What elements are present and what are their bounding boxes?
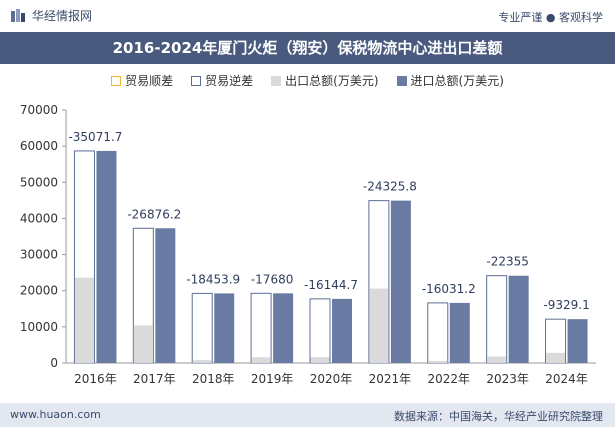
- legend-swatch-import: [396, 75, 407, 86]
- y-tick-label: 40000: [20, 211, 58, 225]
- export-bar: [251, 357, 271, 363]
- deficit-bar: [427, 302, 449, 364]
- data-label: -26876.2: [127, 207, 181, 221]
- legend: 贸易顺差 贸易逆差 出口总额(万美元) 进口总额(万美元): [0, 72, 615, 89]
- x-tick-label: 2024年: [545, 372, 588, 386]
- top-bar: 华经情报网 专业严谨 ● 客观科学: [0, 0, 615, 32]
- chart-area: 0 10000 20000 30000 40000 50000 60000 70000 -350…: [20, 103, 596, 386]
- import-bar: [155, 228, 176, 363]
- legend-label-deficit: 贸易逆差: [205, 74, 254, 88]
- data-label: -22355: [486, 255, 529, 269]
- export-bar: [487, 356, 507, 363]
- export-bar: [369, 288, 389, 363]
- y-tick-label: 70000: [20, 103, 58, 117]
- x-tick-label: 2023年: [486, 372, 529, 386]
- export-bar: [546, 352, 566, 363]
- data-label: -17680: [251, 272, 294, 286]
- x-tick-label: 2018年: [192, 372, 235, 386]
- deficit-bar: [191, 292, 213, 364]
- import-bar: [273, 293, 294, 363]
- deficit-bar: [309, 298, 331, 364]
- x-tick-label: 2019年: [251, 372, 294, 386]
- x-tick-label: 2022年: [428, 372, 471, 386]
- data-label: -16144.7: [304, 278, 358, 292]
- legend-swatch-surplus: [111, 75, 122, 86]
- legend-label-export: 出口总额(万美元): [285, 74, 379, 88]
- data-label: -9329.1: [543, 298, 589, 312]
- y-tick-label: 20000: [20, 284, 58, 298]
- legend-label-import: 进口总额(万美元): [410, 74, 504, 88]
- import-bar: [214, 293, 235, 363]
- deficit-bar: [486, 275, 508, 364]
- y-tick-label: 30000: [20, 248, 58, 262]
- data-label: -16031.2: [422, 282, 476, 296]
- import-bar: [332, 298, 352, 363]
- x-tick-label: 2016年: [74, 372, 117, 386]
- import-bar: [449, 302, 470, 363]
- x-tick-label: 2020年: [310, 372, 353, 386]
- footer: www.huaon.com 数据来源：中国海关，华经产业研究院整理: [0, 403, 615, 427]
- legend-item-surplus: 贸易顺差: [111, 72, 173, 89]
- import-bar: [508, 275, 529, 363]
- y-tick-label: 60000: [20, 139, 58, 153]
- data-label: -18453.9: [186, 272, 240, 286]
- data-label: -35071.7: [68, 130, 122, 144]
- x-tick-label: 2021年: [369, 372, 412, 386]
- export-bar: [192, 360, 212, 363]
- legend-item-export: 出口总额(万美元): [271, 72, 379, 89]
- legend-swatch-export: [271, 75, 282, 86]
- brand-logo-icon: [11, 8, 25, 22]
- x-tick-label: 2017年: [133, 372, 176, 386]
- y-tick-label: 0: [50, 356, 58, 370]
- import-bar: [96, 150, 117, 363]
- export-bar: [133, 325, 153, 363]
- import-bar: [567, 319, 588, 363]
- export-bar: [310, 357, 330, 363]
- y-tick-label: 50000: [20, 175, 58, 189]
- export-bar: [428, 360, 448, 363]
- slogan: 专业严谨 ● 客观科学: [498, 11, 603, 24]
- brand: 华经情报网: [10, 7, 92, 24]
- legend-item-deficit: 贸易逆差: [191, 72, 253, 89]
- legend-item-import: 进口总额(万美元): [396, 72, 504, 89]
- legend-swatch-deficit: [191, 75, 202, 86]
- export-bar: [74, 277, 94, 363]
- legend-label-surplus: 贸易顺差: [125, 74, 174, 88]
- deficit-bar: [250, 292, 272, 364]
- data-label: -24325.8: [363, 180, 417, 194]
- import-bar: [390, 200, 411, 363]
- footer-source: 数据来源：中国海关，华经产业研究院整理: [394, 410, 603, 423]
- brand-name: 华经情报网: [32, 9, 93, 23]
- y-tick-label: 10000: [20, 320, 58, 334]
- chart-title: 2016-2024年厦门火炬（翔安）保税物流中心进出口差额: [0, 32, 615, 64]
- footer-website: www.huaon.com: [10, 408, 101, 421]
